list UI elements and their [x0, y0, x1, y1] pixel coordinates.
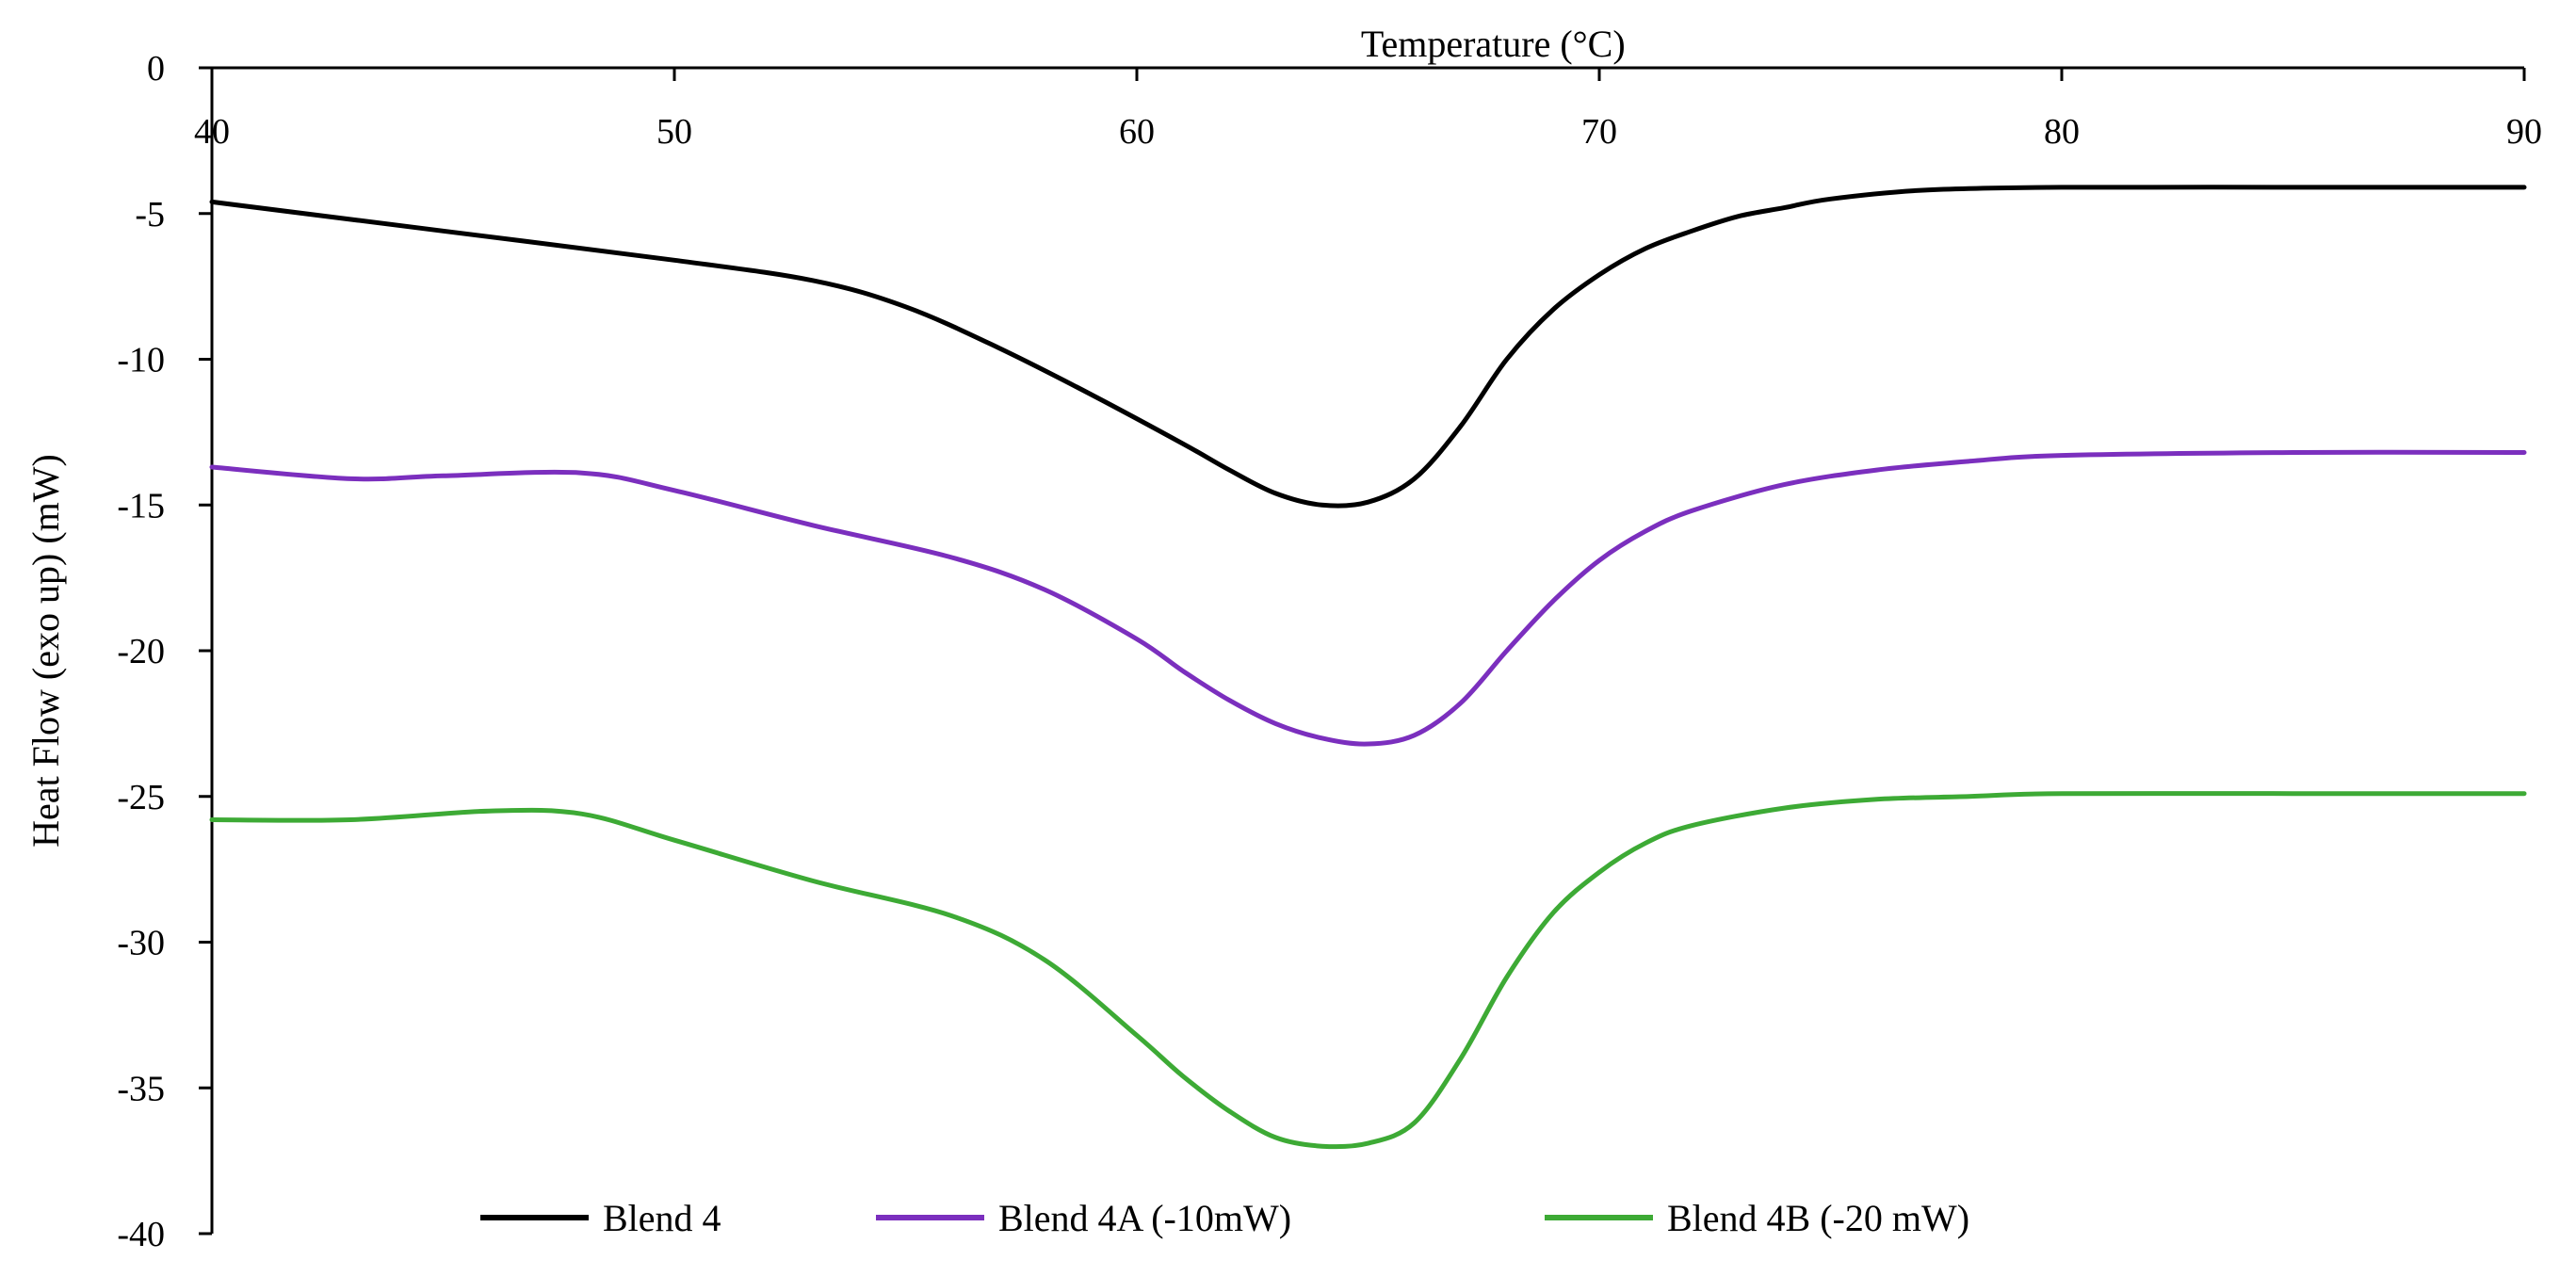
y-tick-label: 0 [147, 49, 165, 89]
y-tick-label: -40 [117, 1215, 165, 1254]
y-tick-label: -15 [117, 486, 165, 525]
series-line-1 [209, 185, 2527, 509]
series-lines [209, 185, 2527, 1150]
x-tick-label: 80 [2044, 112, 2080, 152]
axes: 40 50 60 70 80 90 0 -5 -10 -15 -20 -25 -30 -35 -40 [117, 49, 2542, 1254]
legend-label: Blend 4 [603, 1197, 721, 1239]
y-tick-label: -30 [117, 924, 165, 963]
series-line-3 [209, 790, 2527, 1150]
y-tick-label: -10 [117, 341, 165, 380]
y-tick-label: -20 [117, 632, 165, 671]
x-tick-label: 90 [2506, 112, 2542, 152]
y-tick-label: -5 [135, 195, 165, 234]
x-axis-title: Temperature (°C) [1361, 23, 1626, 65]
y-tick-label: -25 [117, 778, 165, 817]
legend-label: Blend 4A (-10mW) [998, 1197, 1291, 1239]
y-tick-label: -35 [117, 1069, 165, 1108]
series-line-2 [209, 449, 2527, 747]
x-tick-label: 70 [1581, 112, 1617, 152]
legend-label: Blend 4B (-20 mW) [1667, 1197, 1969, 1239]
legend: Blend 4 Blend 4A (-10mW) Blend 4B (-20 mW) [480, 1197, 1969, 1239]
x-tick-label: 60 [1119, 112, 1155, 152]
y-axis-title: Heat Flow (exo up) (mW) [24, 454, 67, 848]
x-tick-label: 50 [656, 112, 692, 152]
x-tick-label: 40 [194, 112, 230, 152]
